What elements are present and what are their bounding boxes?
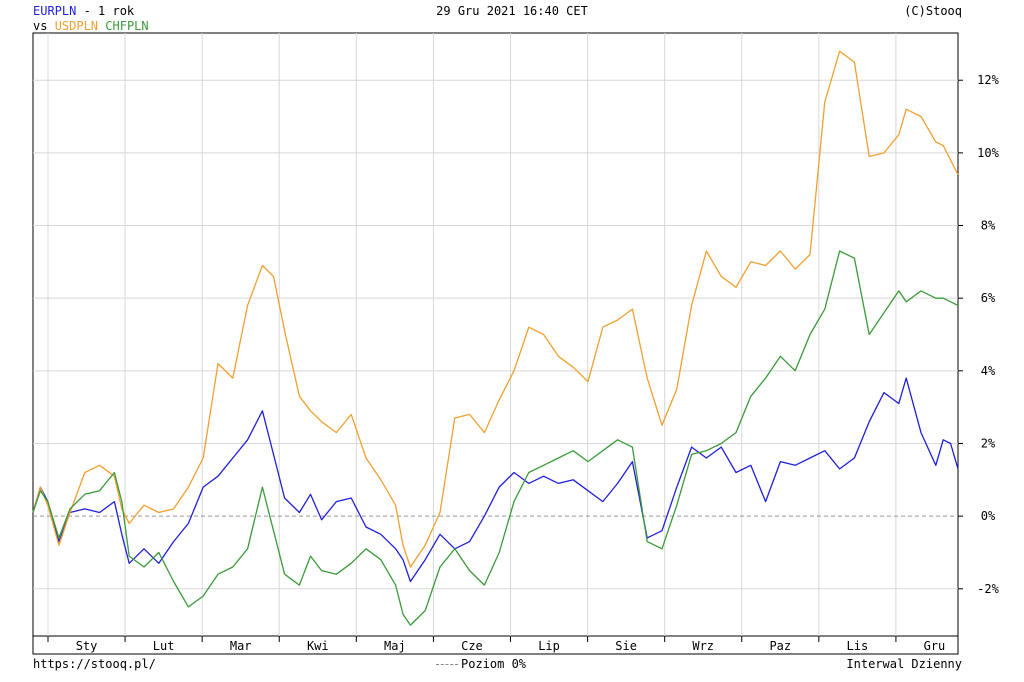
x-tick-label: Wrz: [692, 639, 714, 653]
y-tick-label: 4%: [981, 364, 996, 378]
y-tick-label: 2%: [981, 436, 996, 450]
vs-label: vs: [33, 19, 48, 33]
x-tick-label: Lis: [847, 639, 869, 653]
x-tick-label: Lip: [538, 639, 560, 653]
x-tick-label: Maj: [384, 639, 406, 653]
zero-level-label: Poziom 0%: [461, 657, 527, 671]
chart-header-compare: vs USDPLN CHFPLN: [33, 19, 149, 33]
plot-frame: [32, 32, 959, 655]
series-line-eurpln[interactable]: [32, 377, 959, 583]
y-tick-label: 12%: [977, 73, 999, 87]
x-tick-label: Mar: [230, 639, 252, 653]
x-tick-label: Paz: [769, 639, 791, 653]
x-tick-label: Gru: [924, 639, 946, 653]
y-tick-label: -2%: [977, 582, 999, 596]
series-line-usdpln[interactable]: [32, 50, 959, 568]
source-url-link[interactable]: https://stooq.pl/: [33, 657, 156, 671]
y-tick-label: 8%: [981, 219, 996, 233]
compare-usdpln-label[interactable]: USDPLN: [54, 19, 99, 33]
x-tick-label: Lut: [153, 639, 175, 653]
interval-label: Interwal Dzienny: [846, 657, 962, 671]
period-label: - 1 rok: [76, 4, 135, 18]
x-tick-label: Sty: [76, 639, 98, 653]
copyright-label: (C)Stooq: [904, 4, 962, 18]
x-tick-label: Kwi: [307, 639, 329, 653]
series-line-chfpln[interactable]: [32, 250, 959, 626]
chart-datetime: 29 Gru 2021 16:40 CET: [436, 4, 588, 18]
main-symbol-label[interactable]: EURPLN: [33, 4, 77, 18]
chart-header-symbol: EURPLN - 1 rok: [33, 4, 134, 18]
y-tick-label: 0%: [981, 509, 996, 523]
dashed-line-icon: [436, 664, 458, 665]
x-tick-label: Cze: [461, 639, 483, 653]
y-tick-label: 6%: [981, 291, 996, 305]
x-tick-label: Sie: [615, 639, 637, 653]
compare-chfpln-label[interactable]: CHFPLN: [105, 19, 149, 33]
zero-level-legend: Poziom 0%: [436, 657, 526, 671]
y-tick-label: 10%: [977, 146, 999, 160]
